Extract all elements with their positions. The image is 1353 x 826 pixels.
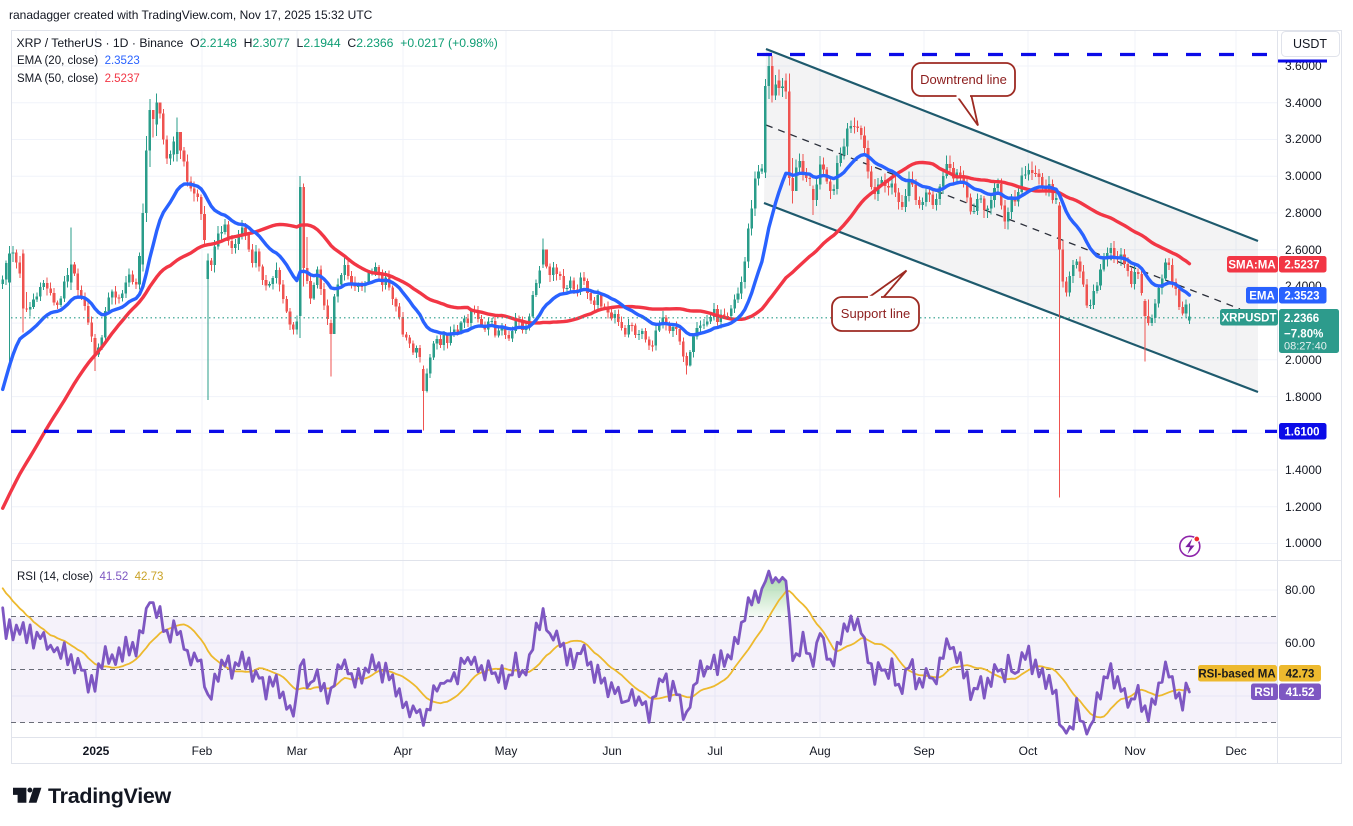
svg-text:RSI-based MA: RSI-based MA: [1198, 669, 1275, 681]
svg-text:−7.80%: −7.80%: [1284, 329, 1323, 341]
svg-text:1.4000: 1.4000: [1285, 463, 1322, 477]
svg-text:RSI (14, close) 41.52 42.73: RSI (14, close) 41.52 42.73: [17, 571, 163, 583]
svg-text:Feb: Feb: [192, 744, 213, 758]
svg-text:42.73: 42.73: [1286, 669, 1315, 681]
svg-text:SMA (50, close) 2.5237: SMA (50, close) 2.5237: [17, 73, 140, 85]
svg-text:2.8000: 2.8000: [1285, 206, 1322, 220]
svg-text:Nov: Nov: [1124, 744, 1145, 758]
svg-text:2.6000: 2.6000: [1285, 243, 1322, 257]
svg-text:USDT: USDT: [1293, 37, 1327, 51]
svg-text:XRP / TetherUS · 1D · Binance: XRP / TetherUS · 1D · Binance O2.2148 H2…: [17, 36, 498, 50]
svg-text:Downtrend line: Downtrend line: [920, 72, 1007, 87]
svg-text:Mar: Mar: [287, 744, 308, 758]
svg-text:SMA:MA: SMA:MA: [1228, 260, 1275, 272]
svg-text:Sep: Sep: [913, 744, 935, 758]
svg-text:May: May: [495, 744, 518, 758]
svg-text:Oct: Oct: [1019, 744, 1038, 758]
svg-text:80.00: 80.00: [1285, 583, 1315, 597]
svg-text:EMA: EMA: [1249, 291, 1275, 303]
svg-text:Jun: Jun: [602, 744, 621, 758]
svg-text:60.00: 60.00: [1285, 636, 1315, 650]
svg-text:2.5237: 2.5237: [1284, 260, 1319, 272]
svg-text:2.0000: 2.0000: [1285, 353, 1322, 367]
svg-text:3.2000: 3.2000: [1285, 132, 1322, 146]
svg-text:2.2366: 2.2366: [1284, 313, 1319, 325]
svg-text:TradingView: TradingView: [48, 784, 172, 808]
svg-text:Dec: Dec: [1225, 744, 1246, 758]
svg-text:EMA (20, close) 2.3523: EMA (20, close) 2.3523: [17, 55, 140, 67]
svg-text:2025: 2025: [83, 744, 110, 758]
svg-text:3.4000: 3.4000: [1285, 96, 1322, 110]
svg-text:Aug: Aug: [809, 744, 830, 758]
svg-text:Apr: Apr: [394, 744, 413, 758]
svg-text:Jul: Jul: [707, 744, 722, 758]
svg-text:RSI: RSI: [1254, 687, 1273, 699]
svg-text:3.0000: 3.0000: [1285, 169, 1322, 183]
svg-text:1.8000: 1.8000: [1285, 390, 1322, 404]
svg-text:ranadagger created with Tradin: ranadagger created with TradingView.com,…: [9, 8, 373, 22]
svg-text:Support line: Support line: [841, 306, 910, 321]
svg-text:41.52: 41.52: [1286, 687, 1315, 699]
svg-text:08:27:40: 08:27:40: [1284, 341, 1327, 353]
svg-text:1.2000: 1.2000: [1285, 500, 1322, 514]
svg-text:2.3523: 2.3523: [1284, 291, 1319, 303]
svg-text:XRPUSDT: XRPUSDT: [1222, 313, 1277, 325]
svg-text:1.0000: 1.0000: [1285, 536, 1322, 550]
svg-text:1.6100: 1.6100: [1284, 427, 1319, 439]
